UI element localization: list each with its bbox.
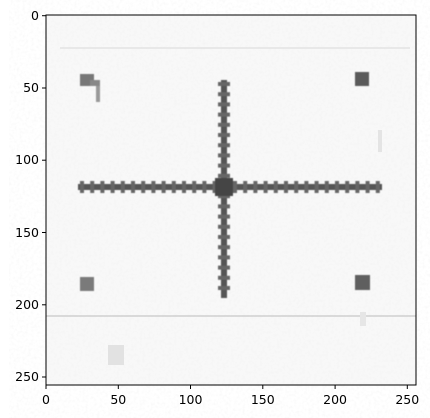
image-noise-texture bbox=[46, 15, 416, 385]
cross-horizontal-segment bbox=[90, 181, 95, 193]
cross-horizontal-segment bbox=[375, 181, 380, 193]
cross-horizontal-segment bbox=[120, 181, 125, 193]
cross-vertical-segment bbox=[218, 194, 230, 199]
cross-center bbox=[215, 178, 233, 196]
y-tick-label: 50 bbox=[23, 80, 39, 95]
cross-vertical-segment bbox=[218, 173, 230, 178]
cross-vertical-segment bbox=[218, 265, 230, 270]
x-tick-label: 0 bbox=[42, 392, 50, 407]
y-tick-label: 200 bbox=[15, 297, 39, 312]
cross-vertical-segment bbox=[218, 214, 230, 219]
cross-horizontal-segment bbox=[202, 181, 207, 193]
cross-vertical-segment bbox=[218, 275, 230, 280]
cross-horizontal-segment bbox=[151, 181, 156, 193]
cross-vertical-segment bbox=[218, 245, 230, 250]
cross-horizontal-segment bbox=[171, 181, 176, 193]
cross-horizontal-segment bbox=[294, 181, 299, 193]
x-tick-label: 50 bbox=[110, 392, 126, 407]
cross-vertical-segment bbox=[218, 102, 230, 107]
x-tick-label: 250 bbox=[395, 392, 419, 407]
mark-bottom-left bbox=[80, 277, 94, 291]
cross-vertical-segment bbox=[218, 133, 230, 137]
y-tick-label: 0 bbox=[31, 8, 39, 23]
cross-horizontal-segment bbox=[355, 181, 360, 193]
debris-3 bbox=[378, 130, 382, 152]
cross-horizontal-segment bbox=[182, 181, 186, 193]
x-tick-label: 200 bbox=[323, 392, 347, 407]
cross-structure bbox=[78, 80, 382, 298]
x-axis: 0 50 100 150 200 250 bbox=[42, 385, 419, 407]
mark-bottom-right bbox=[355, 275, 370, 290]
cross-horizontal-segment bbox=[212, 181, 217, 193]
y-tick-label: 250 bbox=[15, 369, 39, 384]
y-axis: 0 50 100 150 200 250 bbox=[15, 8, 46, 384]
y-tick-label: 150 bbox=[15, 225, 39, 240]
cross-vertical-segment bbox=[218, 112, 230, 117]
cross-horizontal-segment bbox=[314, 181, 319, 193]
cross-horizontal-segment bbox=[345, 181, 350, 193]
cross-horizontal-segment bbox=[80, 181, 84, 193]
cross-horizontal-segment bbox=[324, 181, 329, 193]
x-tick-label: 150 bbox=[251, 392, 275, 407]
mark-top-left-tail bbox=[90, 80, 100, 86]
cross-vertical-segment bbox=[218, 122, 230, 127]
cross-vertical-segment bbox=[218, 82, 230, 86]
cross-horizontal-segment bbox=[233, 181, 237, 193]
cross-horizontal-segment bbox=[110, 181, 115, 193]
cross-horizontal-segment bbox=[365, 181, 370, 193]
image-area bbox=[46, 15, 416, 385]
y-tick-label: 100 bbox=[15, 152, 39, 167]
debris-1 bbox=[108, 345, 124, 365]
cross-vertical-segment bbox=[218, 286, 230, 290]
alignment-marks bbox=[80, 72, 370, 291]
cross-horizontal-segment bbox=[131, 181, 135, 193]
cross-vertical-segment bbox=[218, 204, 230, 209]
cross-vertical-segment bbox=[218, 224, 230, 229]
mark-top-left-tail2 bbox=[96, 86, 100, 102]
cross-horizontal-segment bbox=[304, 181, 309, 193]
cross-vertical-segment bbox=[218, 235, 230, 239]
cross-horizontal-segment bbox=[253, 181, 258, 193]
cross-vertical-segment bbox=[218, 143, 230, 148]
cross-vertical-segment bbox=[218, 153, 230, 158]
cross-horizontal-segment bbox=[161, 181, 166, 193]
cross-horizontal-segment bbox=[243, 181, 248, 193]
debris-2 bbox=[360, 312, 366, 326]
mark-top-right bbox=[355, 72, 369, 86]
cross-horizontal-segment bbox=[192, 181, 197, 193]
cross-horizontal-segment bbox=[100, 181, 105, 193]
cross-vertical-segment bbox=[218, 163, 230, 168]
cross-horizontal-segment bbox=[263, 181, 268, 193]
cross-horizontal-segment bbox=[335, 181, 339, 193]
cross-vertical-segment bbox=[218, 92, 230, 97]
x-tick-label: 100 bbox=[179, 392, 203, 407]
cross-horizontal-segment bbox=[284, 181, 288, 193]
axes-frame bbox=[45, 14, 417, 386]
cross-horizontal-segment bbox=[141, 181, 146, 193]
cross-vertical-segment bbox=[218, 255, 230, 260]
cross-horizontal-segment bbox=[273, 181, 278, 193]
